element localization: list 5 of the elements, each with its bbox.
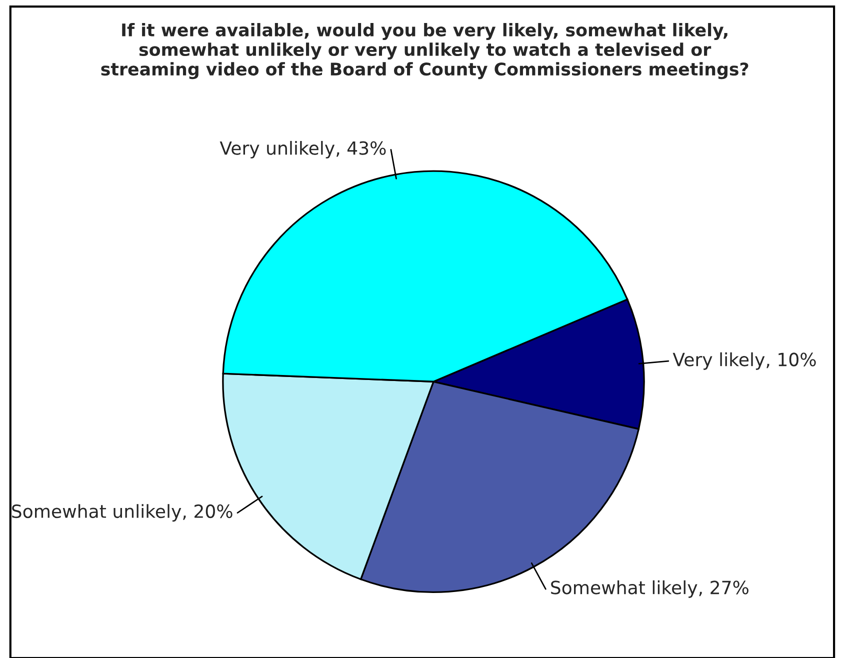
slice-label: Very likely, 10% [672,352,816,370]
chart-title: If it were available, would you be very likely, somewhat likely, somewhat unlikely or very unlikely to watch a televised or streaming video of the Board of County Commissioners meetings? [101,23,748,80]
slice-label: Somewhat unlikely, 20% [12,504,232,522]
slice-label: Very unlikely, 43% [220,140,386,158]
slice-label: Somewhat likely, 27% [551,580,748,598]
